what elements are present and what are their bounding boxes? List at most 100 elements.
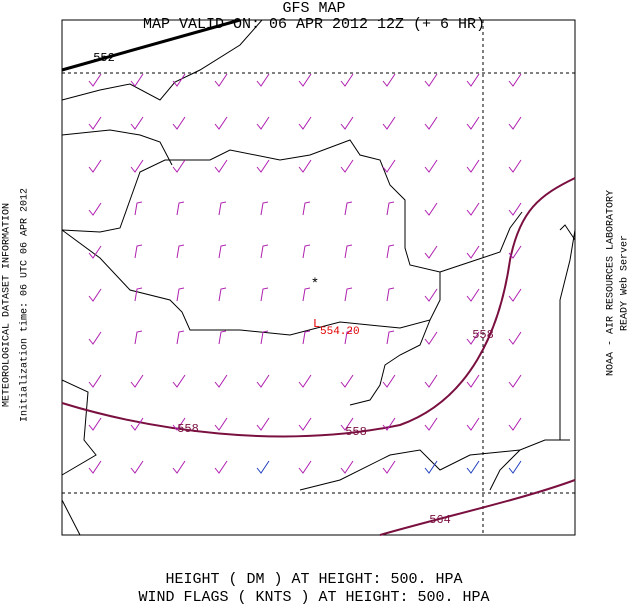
wind-barb (508, 288, 522, 302)
wind-barb (260, 201, 269, 216)
wind-barb (424, 288, 438, 302)
wind-barb (424, 417, 438, 431)
wind-barb (424, 460, 438, 474)
left-info-2: Initialization time: 06 UTC 06 APR 2012 (19, 188, 31, 422)
wind-barb (172, 374, 186, 388)
wind-barb (134, 244, 143, 259)
wind-barb (508, 116, 522, 130)
wind-barb (466, 331, 480, 345)
wind-barb (466, 460, 480, 474)
wind-barb (256, 460, 270, 474)
wind-barb (466, 116, 480, 130)
low-marker: L (313, 317, 320, 331)
wind-barb (134, 287, 143, 302)
wind-barb (298, 374, 312, 388)
center-marker: * (311, 277, 319, 293)
wind-barb (260, 244, 269, 259)
wind-barb (260, 330, 269, 345)
wind-barb (298, 417, 312, 431)
wind-barb (340, 460, 354, 474)
wind-barb (176, 244, 185, 259)
wind-barb (176, 330, 185, 345)
wind-barb (130, 116, 144, 130)
wind-barb (386, 201, 395, 216)
wind-barb (88, 245, 102, 259)
wind-barb (88, 202, 102, 216)
map: 552 558 558 558 564 L 554.20 * (61, 18, 576, 536)
border (349, 319, 431, 406)
wind-barb (88, 116, 102, 130)
wind-barb (130, 73, 144, 87)
wind-barb (88, 73, 102, 87)
wind-barb (386, 244, 395, 259)
wind-barb (424, 73, 438, 87)
wind-barb (382, 417, 396, 431)
right-info-2: READY Web Server (619, 235, 628, 331)
wind-barb (214, 116, 228, 130)
wind-barb (256, 417, 270, 431)
wind-barb (172, 417, 186, 431)
wind-barb (214, 417, 228, 431)
wind-barb (130, 374, 144, 388)
contour-label: 558 (177, 422, 199, 436)
wind-barb (176, 287, 185, 302)
wind-barb (214, 460, 228, 474)
wind-barb (88, 374, 102, 388)
wind-barb (172, 116, 186, 130)
wind-barb (508, 374, 522, 388)
wind-barb (256, 73, 270, 87)
wind-barb (172, 159, 186, 173)
border (61, 139, 441, 336)
border (439, 211, 523, 273)
wind-barb (382, 374, 396, 388)
wind-barb (260, 287, 269, 302)
wind-barb (302, 287, 311, 302)
wind-barb (466, 288, 480, 302)
wind-barb (340, 159, 354, 173)
footer-1: HEIGHT ( DM ) AT HEIGHT: 500. HPA (165, 571, 462, 588)
left-info-1: METEOROLOGICAL DATASET INFORMATION (2, 203, 13, 407)
wind-barb (88, 417, 102, 431)
wind-barb (256, 116, 270, 130)
subtitle: MAP VALID ON: 06 APR 2012 12Z (+ 6 HR) (143, 16, 485, 33)
wind-barb (256, 159, 270, 173)
wind-barb (508, 331, 522, 345)
contour-564 (379, 479, 576, 536)
wind-barb (130, 460, 144, 474)
border (61, 19, 263, 101)
wind-barb (256, 374, 270, 388)
wind-barb (214, 73, 228, 87)
wind-barb (424, 331, 438, 345)
wind-barb (382, 73, 396, 87)
wind-barb (424, 202, 438, 216)
wind-barb (214, 374, 228, 388)
wind-barb (88, 460, 102, 474)
wind-barb (466, 202, 480, 216)
wind-barb (508, 73, 522, 87)
wind-barb (424, 374, 438, 388)
wind-barb (424, 159, 438, 173)
wind-barb (424, 116, 438, 130)
wind-barb (344, 330, 353, 345)
wind-barb (88, 288, 102, 302)
wind-barb (466, 417, 480, 431)
contour-label: 558 (472, 328, 494, 342)
contour-552 (61, 18, 241, 72)
wind-barb (134, 201, 143, 216)
wind-barb (130, 159, 144, 173)
wind-barb (424, 245, 438, 259)
contour-label: 564 (429, 513, 451, 527)
wind-barb (466, 374, 480, 388)
wind-barb (218, 330, 227, 345)
wind-barb (298, 73, 312, 87)
wind-barb (218, 244, 227, 259)
wind-barb (508, 202, 522, 216)
wind-barb (88, 331, 102, 345)
wind-barb (88, 159, 102, 173)
wind-barb (340, 116, 354, 130)
footer-2: WIND FLAGS ( KNTS ) AT HEIGHT: 500. HPA (138, 589, 489, 604)
wind-barb (386, 287, 395, 302)
wind-barb (298, 116, 312, 130)
wind-barb (218, 201, 227, 216)
